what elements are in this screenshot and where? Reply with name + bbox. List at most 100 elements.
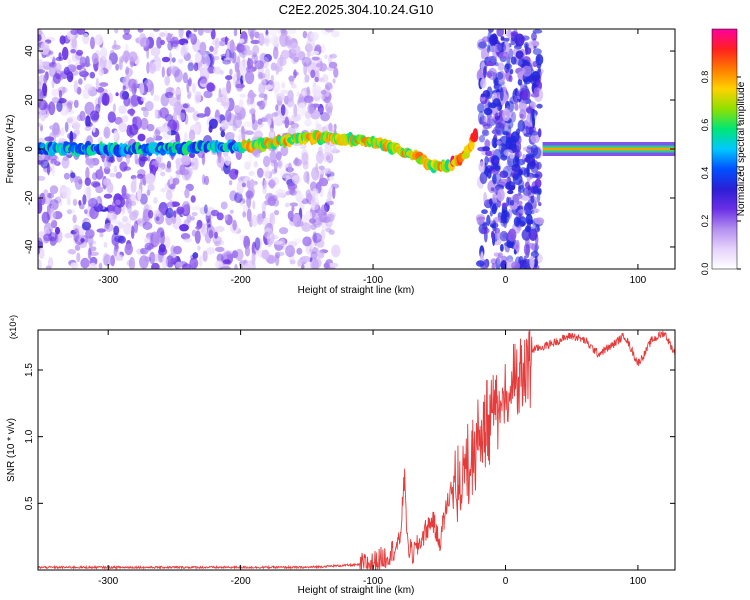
heatmap-speckle (206, 247, 216, 255)
heatmap-speckle (497, 252, 503, 259)
heatmap-speckle (248, 152, 253, 164)
heatmap-speckle (277, 159, 283, 169)
heatmap-speckle (311, 56, 320, 61)
heatmap-speckle (306, 171, 310, 185)
heatmap-speckle (183, 238, 192, 243)
heatmap-speckle (191, 82, 197, 94)
heatmap-speckle (137, 133, 146, 142)
heatmap-speckle (517, 119, 525, 132)
spectrogram-y-tick-label: -20 (24, 190, 35, 205)
heatmap-speckle (239, 93, 246, 99)
heatmap-speckle (80, 257, 90, 269)
heatmap-speckle (249, 178, 255, 189)
heatmap-speckle (99, 232, 104, 238)
heatmap-speckle (496, 228, 501, 241)
colorbar-tick-label: 0.4 (700, 167, 710, 180)
heatmap-speckle (165, 189, 173, 201)
heatmap-speckle (194, 157, 199, 170)
heatmap-speckle (180, 233, 191, 240)
heatmap-speckle (214, 37, 220, 49)
heatmap-speckle (63, 172, 70, 180)
heatmap-speckle (48, 256, 53, 267)
heatmap-speckle (215, 246, 225, 253)
heatmap-speckle (80, 238, 85, 243)
heatmap-speckle (488, 55, 492, 62)
heatmap-speckle (220, 130, 226, 138)
heatmap-speckle (283, 95, 289, 105)
heatmap-speckle (123, 96, 131, 107)
heatmap-speckle (246, 180, 251, 189)
heatmap-speckle (122, 216, 129, 223)
colorbar-tick-label: 0.0 (700, 263, 710, 276)
heatmap-speckle (229, 68, 233, 76)
heatmap-speckle (531, 208, 541, 213)
heatmap-speckle (177, 58, 184, 64)
heatmap-speckle (510, 37, 516, 46)
heatmap-speckle (526, 145, 533, 150)
heatmap-speckle (175, 173, 181, 179)
heatmap-speckle (328, 61, 338, 69)
heatmap-speckle (284, 202, 290, 208)
heatmap-speckle (502, 165, 513, 178)
heatmap-speckle (316, 150, 324, 164)
heatmap-speckle (234, 169, 239, 175)
heatmap-speckle (125, 66, 129, 75)
heatmap-speckle (115, 63, 119, 71)
heatmap-speckle (73, 99, 79, 109)
heatmap-speckle (72, 198, 78, 206)
heatmap-speckle (105, 59, 113, 71)
heatmap-speckle (275, 251, 285, 257)
heatmap-speckle (481, 129, 490, 137)
heatmap-speckle (52, 211, 63, 220)
heatmap-speckle (529, 255, 535, 269)
heatmap-speckle (309, 218, 316, 224)
heatmap-speckle (121, 115, 129, 123)
heatmap-speckle (148, 209, 154, 219)
heatmap-speckle (76, 64, 83, 71)
heatmap-speckle (103, 254, 112, 267)
colorbar-label: Normalized spectral amplitude (736, 81, 747, 216)
heatmap-speckle (241, 125, 245, 135)
heatmap-speckle (501, 255, 508, 263)
snr-line-layer (38, 330, 675, 570)
heatmap-speckle (179, 29, 184, 33)
heatmap-speckle (62, 156, 69, 161)
heatmap-speckle (144, 173, 155, 179)
heatmap-speckle (118, 56, 122, 70)
heatmap-speckle (270, 34, 279, 46)
heatmap-speckle (221, 266, 231, 269)
heatmap-speckle (89, 241, 93, 255)
heatmap-speckle (51, 127, 61, 138)
heatmap-speckle (140, 96, 146, 102)
heatmap-speckle (491, 230, 495, 240)
heatmap-speckle (492, 126, 502, 136)
heatmap-speckle (307, 102, 315, 115)
heatmap-speckle (154, 129, 161, 137)
heatmap-speckle (150, 82, 155, 96)
heatmap-speckle (489, 102, 497, 109)
heatmap-speckle (213, 66, 222, 75)
heatmap-speckle (103, 178, 111, 186)
heatmap-speckle (327, 106, 333, 117)
heatmap-speckle (196, 113, 207, 118)
heatmap-speckle (243, 121, 253, 128)
heatmap-speckle (297, 259, 303, 267)
heatmap-speckle (234, 263, 238, 269)
heatmap-speckle (167, 261, 174, 266)
heatmap-speckle (515, 50, 524, 60)
heatmap-speckle (144, 236, 152, 244)
heatmap-speckle (84, 209, 88, 215)
colorbar-gradient (711, 28, 738, 270)
heatmap-speckle (301, 152, 309, 166)
heatmap-speckle (129, 124, 139, 136)
heatmap-speckle (46, 192, 55, 199)
heatmap-speckle (90, 196, 100, 207)
heatmap-speckle (149, 251, 156, 265)
steady-tone-line (542, 147, 675, 151)
heatmap-speckle (263, 84, 273, 90)
heatmap-speckle (536, 161, 542, 170)
heatmap-speckle (127, 203, 132, 214)
heatmap-speckle (490, 187, 495, 192)
heatmap-speckle (182, 72, 188, 84)
heatmap-speckle (508, 185, 516, 191)
